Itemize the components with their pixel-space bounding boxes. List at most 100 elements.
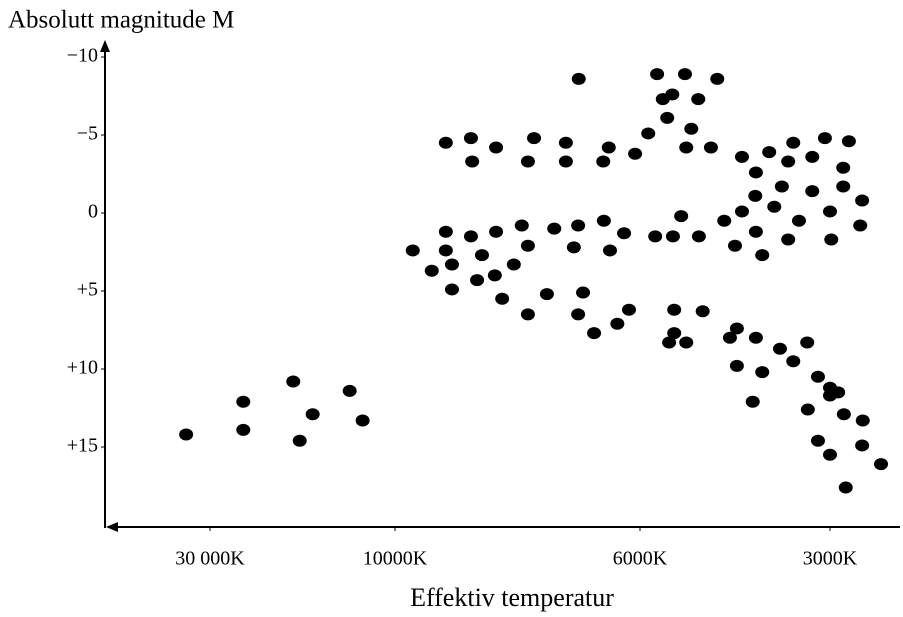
y-tick-label: −5 [77,123,98,145]
star-point [465,155,480,168]
star-point [424,264,439,277]
star-point [438,136,453,149]
star-point [286,375,301,388]
star-point [596,214,611,227]
star-point [781,155,796,168]
star-point [805,150,820,163]
star-point [695,305,710,318]
x-tick-label: 3000K [803,548,858,570]
star-point [791,214,806,227]
star-point [710,72,725,85]
star-point [342,384,357,397]
star-point [641,127,656,140]
star-point [648,230,663,243]
star-point [679,141,694,154]
star-point [755,249,770,262]
x-tick-label: 6000K [613,548,668,570]
star-point [489,225,504,238]
star-point [571,308,586,321]
star-point [665,88,680,101]
star-point [810,370,825,383]
star-point [463,230,478,243]
star-point [748,189,763,202]
star-point [514,219,529,232]
star-point [786,355,801,368]
star-point [601,141,616,154]
star-point [610,317,625,330]
star-point [292,434,307,447]
star-point [506,258,521,271]
star-point [602,244,617,257]
star-point [674,210,689,223]
star-point [767,200,782,213]
star-point [596,155,611,168]
star-point [495,292,510,305]
star-point [489,141,504,154]
star-point [772,342,787,355]
star-point [838,481,853,494]
star-point [621,303,636,316]
star-point [748,225,763,238]
star-point [755,366,770,379]
star-point [855,439,870,452]
star-point [520,239,535,252]
star-point [823,205,837,218]
star-point [527,132,542,145]
star-point [836,408,851,421]
star-point [487,269,502,282]
star-point [841,135,856,148]
y-tick-label: +15 [67,435,98,457]
star-point [665,230,680,243]
star-point [667,327,682,340]
star-point [855,194,870,207]
star-point [745,395,760,408]
x-axis-label: Effektiv temperatur [410,583,614,612]
star-point [463,132,478,145]
star-point [305,408,320,421]
star-point [444,258,459,271]
star-point [691,93,706,106]
star-point [836,180,851,193]
star-point [729,359,744,372]
star-point [547,222,562,235]
star-point [470,274,485,287]
star-point [660,111,675,124]
star-point [679,336,694,349]
star-point [836,161,851,174]
star-point [520,155,535,168]
star-point [817,132,832,145]
star-point [438,225,453,238]
star-point [855,414,870,427]
star-point [800,336,815,349]
star-point [587,327,602,340]
star-point [662,336,677,349]
star-point [734,150,749,163]
star-point [520,308,535,321]
star-point [748,166,763,179]
star-point [571,219,586,232]
star-point [576,286,591,299]
star-point [236,423,251,436]
star-point [355,414,370,427]
star-point [558,136,573,149]
star-point [444,283,459,296]
star-point [566,241,581,254]
star-point [558,155,573,168]
star-point [781,233,796,246]
star-point [684,122,699,135]
star-point [179,428,194,441]
chart-title: Absolutt magnitude M [8,7,234,34]
star-point [762,146,777,159]
star-point [722,331,737,344]
star-point [650,68,665,81]
star-point [667,303,682,316]
star-point [774,180,789,193]
star-point [800,403,815,416]
star-point [824,233,839,246]
star-point [405,244,420,257]
star-point [748,331,763,344]
star-point [617,227,632,240]
star-point [539,288,554,301]
star-point [874,458,889,471]
star-point [474,249,489,262]
